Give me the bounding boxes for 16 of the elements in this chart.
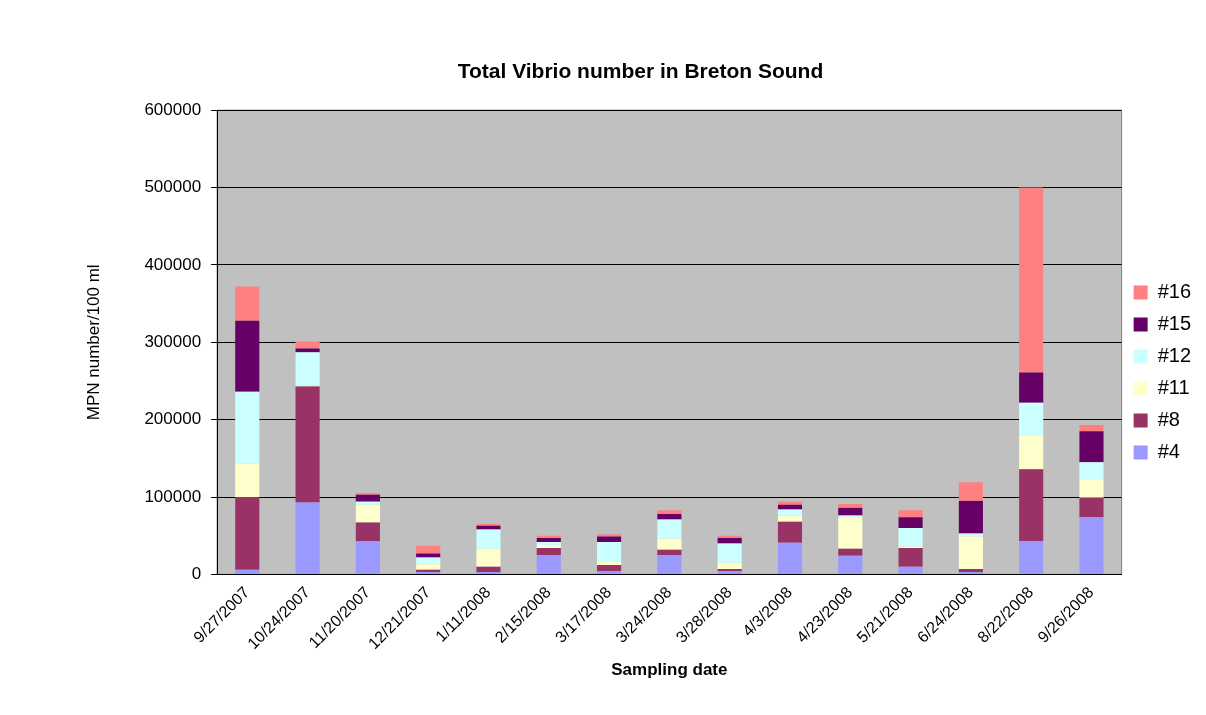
y-axis-title: MPN number/100 ml [83,264,103,421]
y-tick-label: 200000 [144,409,202,429]
y-tick-label: 0 [191,564,202,584]
y-tick-label: 500000 [144,177,202,197]
legend-label: #11 [1157,376,1190,399]
y-tick-label: 100000 [144,486,202,506]
legend-label: #8 [1157,408,1180,431]
x-axis-title: Sampling date [611,660,728,680]
y-tick-label: 400000 [144,254,202,274]
legend-label: #16 [1157,280,1192,303]
y-tick-label: 300000 [144,331,202,351]
legend-label: #4 [1157,440,1180,463]
legend-label: #15 [1157,312,1192,335]
y-tick-label: 600000 [144,99,202,119]
chart-title: Total Vibrio number in Breton Sound [457,59,824,83]
legend-label: #12 [1157,344,1192,367]
